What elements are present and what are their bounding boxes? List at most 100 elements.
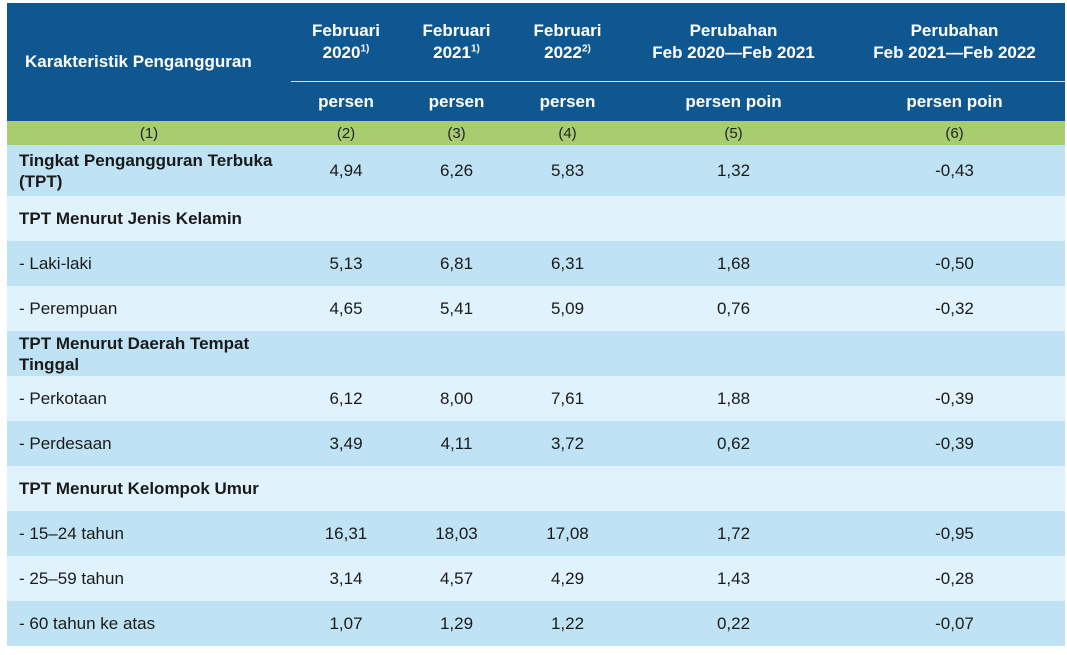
- table-row: TPT Menurut Jenis Kelamin: [7, 196, 1065, 241]
- row-value: 1,29: [401, 601, 512, 646]
- column-number-row: (1) (2) (3) (4) (5) (6): [7, 121, 1065, 145]
- row-value: 1,07: [291, 601, 401, 646]
- table-row: - Perempuan 4,65 5,41 5,09 0,76 -0,32: [7, 286, 1065, 331]
- unemployment-table: Karakteristik Pengangguran Februari 20201…: [7, 3, 1065, 646]
- row-value: 3,14: [291, 556, 401, 601]
- row-value: 3,49: [291, 421, 401, 466]
- row-label: TPT Menurut Kelompok Umur: [7, 466, 291, 511]
- row-value: [401, 196, 512, 241]
- row-label: - 25–59 tahun: [7, 556, 291, 601]
- row-value: -0,39: [844, 376, 1065, 421]
- table-row: - 25–59 tahun 3,14 4,57 4,29 1,43 -0,28: [7, 556, 1065, 601]
- row-value: 18,03: [401, 511, 512, 556]
- header-col-4: Februari 20222): [512, 3, 623, 82]
- row-value: -0,07: [844, 601, 1065, 646]
- row-value: 4,29: [512, 556, 623, 601]
- table-row: TPT Menurut Daerah Tempat Tinggal: [7, 331, 1065, 376]
- unit-col-5: persen poin: [623, 81, 844, 121]
- row-value: [401, 466, 512, 511]
- row-label: Tingkat Pengangguran Terbuka (TPT): [7, 145, 291, 196]
- row-label: TPT Menurut Jenis Kelamin: [7, 196, 291, 241]
- table-row: - Laki-laki 5,13 6,81 6,31 1,68 -0,50: [7, 241, 1065, 286]
- row-value: 6,12: [291, 376, 401, 421]
- column-number: (1): [7, 121, 291, 145]
- row-value: 1,43: [623, 556, 844, 601]
- unit-col-6: persen poin: [844, 81, 1065, 121]
- row-value: 4,57: [401, 556, 512, 601]
- row-label: - Laki-laki: [7, 241, 291, 286]
- row-value: 7,61: [512, 376, 623, 421]
- row-value: 3,72: [512, 421, 623, 466]
- row-value: 5,09: [512, 286, 623, 331]
- table-row: - 15–24 tahun 16,31 18,03 17,08 1,72 -0,95: [7, 511, 1065, 556]
- row-value: [512, 196, 623, 241]
- header-col-2: Februari 20201): [291, 3, 401, 82]
- row-value: [844, 466, 1065, 511]
- row-value: 6,81: [401, 241, 512, 286]
- row-value: [623, 331, 844, 376]
- row-value: 1,68: [623, 241, 844, 286]
- column-number: (3): [401, 121, 512, 145]
- column-number: (6): [844, 121, 1065, 145]
- row-value: 0,22: [623, 601, 844, 646]
- row-value: [512, 331, 623, 376]
- row-value: 5,13: [291, 241, 401, 286]
- header-characteristic: Karakteristik Pengangguran: [7, 3, 291, 121]
- column-number: (2): [291, 121, 401, 145]
- row-value: 8,00: [401, 376, 512, 421]
- row-value: -0,43: [844, 145, 1065, 196]
- column-number: (5): [623, 121, 844, 145]
- table-row: - Perdesaan 3,49 4,11 3,72 0,62 -0,39: [7, 421, 1065, 466]
- row-value: 6,26: [401, 145, 512, 196]
- header-col-3: Februari 20211): [401, 3, 512, 82]
- table-row: - Perkotaan 6,12 8,00 7,61 1,88 -0,39: [7, 376, 1065, 421]
- header-row: Karakteristik Pengangguran Februari 20201…: [7, 3, 1065, 121]
- table-row: Tingkat Pengangguran Terbuka (TPT) 4,94 6,…: [7, 145, 1065, 196]
- row-value: -0,95: [844, 511, 1065, 556]
- row-value: [623, 466, 844, 511]
- row-value: -0,50: [844, 241, 1065, 286]
- row-value: 1,88: [623, 376, 844, 421]
- row-value: [401, 331, 512, 376]
- row-value: -0,28: [844, 556, 1065, 601]
- row-label: - Perkotaan: [7, 376, 291, 421]
- row-value: [291, 466, 401, 511]
- row-value: [844, 331, 1065, 376]
- unemployment-table-container: Karakteristik Pengangguran Februari 20201…: [7, 3, 1065, 646]
- row-value: 0,62: [623, 421, 844, 466]
- row-value: -0,39: [844, 421, 1065, 466]
- header-col-6: Perubahan Feb 2021—Feb 2022: [844, 3, 1065, 82]
- row-label: - Perempuan: [7, 286, 291, 331]
- row-value: [844, 196, 1065, 241]
- row-value: 1,72: [623, 511, 844, 556]
- table-row: TPT Menurut Kelompok Umur: [7, 466, 1065, 511]
- row-value: 5,41: [401, 286, 512, 331]
- unit-col-3: persen: [401, 81, 512, 121]
- table-body: Tingkat Pengangguran Terbuka (TPT) 4,94 6,…: [7, 145, 1065, 646]
- row-value: 1,32: [623, 145, 844, 196]
- row-value: 4,65: [291, 286, 401, 331]
- row-label: - Perdesaan: [7, 421, 291, 466]
- row-value: [512, 466, 623, 511]
- row-value: 1,22: [512, 601, 623, 646]
- row-value: 5,83: [512, 145, 623, 196]
- column-number: (4): [512, 121, 623, 145]
- row-value: 0,76: [623, 286, 844, 331]
- row-value: [291, 196, 401, 241]
- table-row: - 60 tahun ke atas 1,07 1,29 1,22 0,22 -0,07: [7, 601, 1065, 646]
- row-value: 16,31: [291, 511, 401, 556]
- unit-row: persen persen persen persen poin persen …: [7, 81, 1065, 121]
- row-value: -0,32: [844, 286, 1065, 331]
- row-label: TPT Menurut Daerah Tempat Tinggal: [7, 331, 291, 376]
- row-value: 4,11: [401, 421, 512, 466]
- row-value: [623, 196, 844, 241]
- row-value: 17,08: [512, 511, 623, 556]
- row-label: - 15–24 tahun: [7, 511, 291, 556]
- row-value: 4,94: [291, 145, 401, 196]
- row-value: 6,31: [512, 241, 623, 286]
- header-col-5: Perubahan Feb 2020—Feb 2021: [623, 3, 844, 82]
- unit-col-4: persen: [512, 81, 623, 121]
- row-label: - 60 tahun ke atas: [7, 601, 291, 646]
- unit-col-2: persen: [291, 81, 401, 121]
- row-value: [291, 331, 401, 376]
